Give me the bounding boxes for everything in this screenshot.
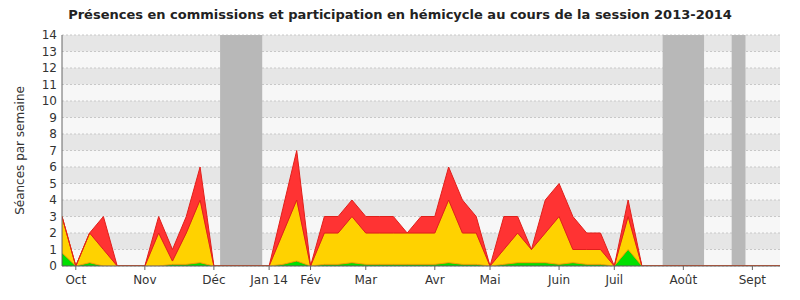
area-series bbox=[62, 151, 780, 267]
x-tick bbox=[75, 266, 76, 270]
y-axis-label: Séances par semaine bbox=[13, 86, 27, 215]
y-tick-label: 8 bbox=[49, 127, 57, 141]
chart: 01234567891011121314OctNovDécJan 14FévMa… bbox=[0, 0, 800, 300]
y-tick-label: 3 bbox=[49, 210, 57, 224]
y-tick-label: 11 bbox=[42, 78, 57, 92]
x-tick-label: Août bbox=[670, 273, 698, 287]
y-tick-label: 6 bbox=[49, 160, 57, 174]
y-tick-label: 13 bbox=[42, 45, 57, 59]
x-tick-label: Mai bbox=[480, 273, 501, 287]
x-tick bbox=[752, 266, 753, 270]
x-tick-label: Nov bbox=[133, 273, 156, 287]
shaded-range bbox=[220, 35, 262, 266]
title: Présences en commissions et participatio… bbox=[68, 7, 732, 22]
x-tick-label: Jan 14 bbox=[249, 273, 288, 287]
x-tick bbox=[559, 266, 560, 270]
shaded-range bbox=[732, 35, 746, 266]
x-tick bbox=[434, 266, 435, 270]
x-tick bbox=[490, 266, 491, 270]
x-tick bbox=[269, 266, 270, 270]
x-tick-label: Sept bbox=[739, 273, 767, 287]
y-tick-label: 10 bbox=[42, 94, 57, 108]
y-tick-label: 0 bbox=[49, 259, 57, 273]
grid-line bbox=[62, 266, 780, 267]
x-axis bbox=[62, 266, 780, 267]
shaded-range bbox=[663, 35, 704, 266]
x-tick bbox=[683, 266, 684, 270]
x-tick-label: Déc bbox=[202, 273, 225, 287]
x-tick-label: Oct bbox=[65, 273, 86, 287]
y-tick-label: 9 bbox=[49, 111, 57, 125]
y-tick-label: 1 bbox=[49, 243, 57, 257]
x-tick-label: Mar bbox=[354, 273, 377, 287]
x-tick bbox=[310, 266, 311, 270]
y-tick-label: 14 bbox=[42, 28, 57, 42]
x-tick-label: Avr bbox=[425, 273, 445, 287]
plot-area bbox=[62, 151, 780, 267]
x-tick-label: Juil bbox=[604, 273, 623, 287]
x-tick-label: Fév bbox=[300, 273, 321, 287]
y-tick-label: 7 bbox=[49, 144, 57, 158]
x-tick bbox=[365, 266, 366, 270]
y-tick-label: 5 bbox=[49, 177, 57, 191]
y-tick-label: 12 bbox=[42, 61, 57, 75]
x-tick bbox=[614, 266, 615, 270]
x-tick bbox=[144, 266, 145, 270]
x-tick bbox=[213, 266, 214, 270]
y-axis bbox=[62, 35, 63, 266]
x-tick-label: Juin bbox=[547, 273, 570, 287]
y-tick-label: 2 bbox=[49, 226, 57, 240]
y-tick-label: 4 bbox=[49, 193, 57, 207]
